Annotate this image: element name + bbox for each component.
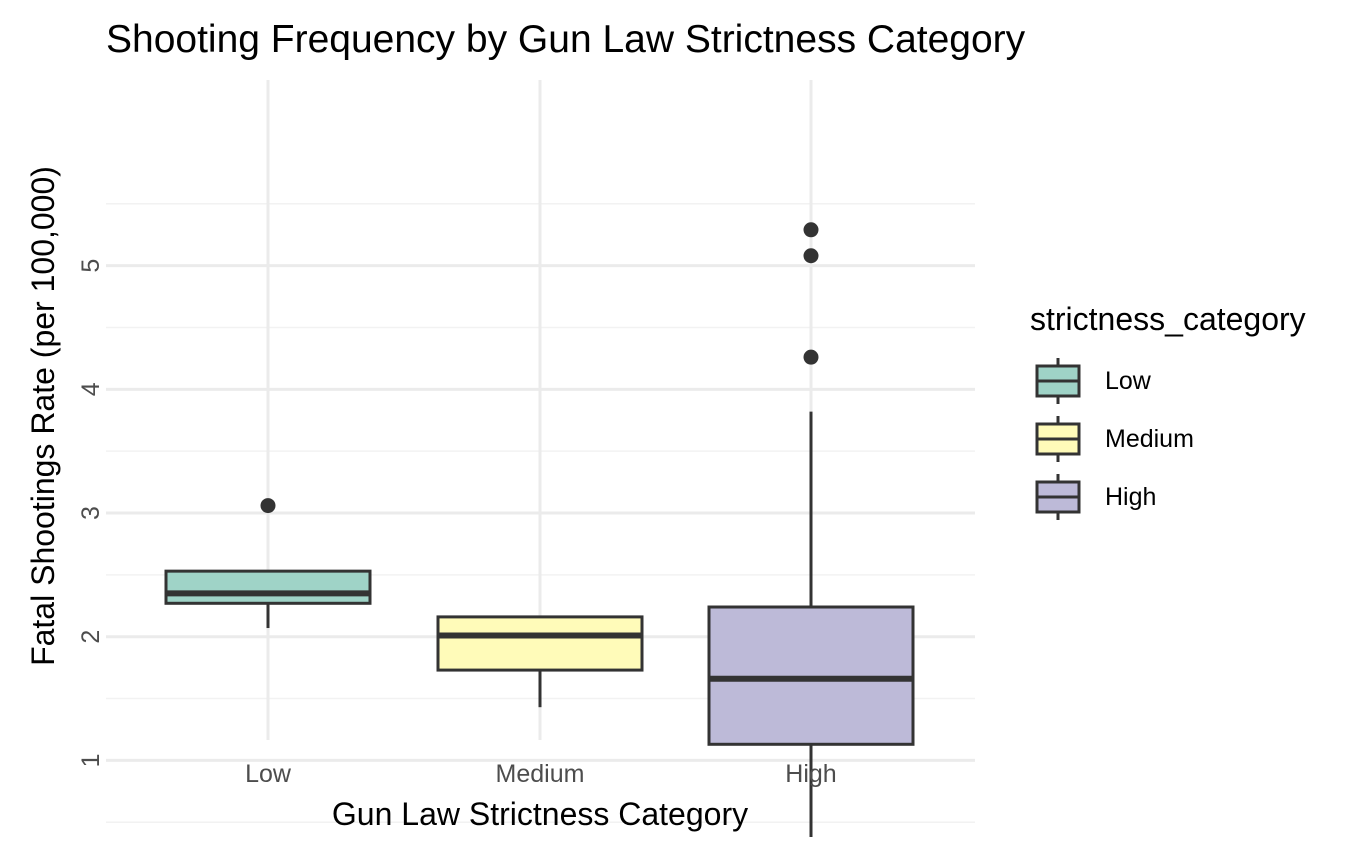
legend-label: Medium: [1105, 425, 1194, 453]
box-rect: [436, 615, 644, 672]
legend-item-high: High: [1035, 474, 1156, 520]
y-axis-ticks: 1 2 3 4 5: [77, 259, 105, 768]
outlier-point: [803, 349, 819, 365]
y-tick-label: 3: [77, 506, 105, 520]
x-tick-label: Low: [245, 760, 292, 788]
y-tick-label: 1: [77, 753, 105, 767]
legend-item-medium: Medium: [1035, 416, 1194, 462]
box-low: [164, 498, 372, 629]
boxes: [164, 222, 915, 838]
y-tick-label: 5: [77, 259, 105, 273]
x-axis-ticks: Low Medium High: [245, 760, 837, 788]
x-tick-label: High: [785, 760, 836, 788]
outlier-point: [803, 248, 819, 264]
x-axis-title: Gun Law Strictness Category: [332, 796, 748, 832]
legend-label: Low: [1105, 367, 1152, 395]
chart-title: Shooting Frequency by Gun Law Strictness…: [106, 18, 1026, 61]
box-medium: [436, 615, 644, 708]
legend-title: strictness_category: [1030, 301, 1306, 337]
box-rect: [707, 605, 915, 746]
legend: strictness_category Low Medium High: [1030, 301, 1306, 520]
legend-item-low: Low: [1035, 358, 1152, 404]
box-high: [707, 222, 915, 838]
x-tick-label: Medium: [496, 760, 585, 788]
outlier-point: [260, 498, 276, 514]
y-axis-title: Fatal Shootings Rate (per 100,000): [25, 166, 61, 666]
legend-label: High: [1105, 483, 1156, 511]
y-tick-label: 2: [77, 630, 105, 644]
box-rect: [164, 569, 372, 605]
outlier-point: [803, 222, 819, 238]
y-tick-label: 4: [77, 382, 105, 396]
